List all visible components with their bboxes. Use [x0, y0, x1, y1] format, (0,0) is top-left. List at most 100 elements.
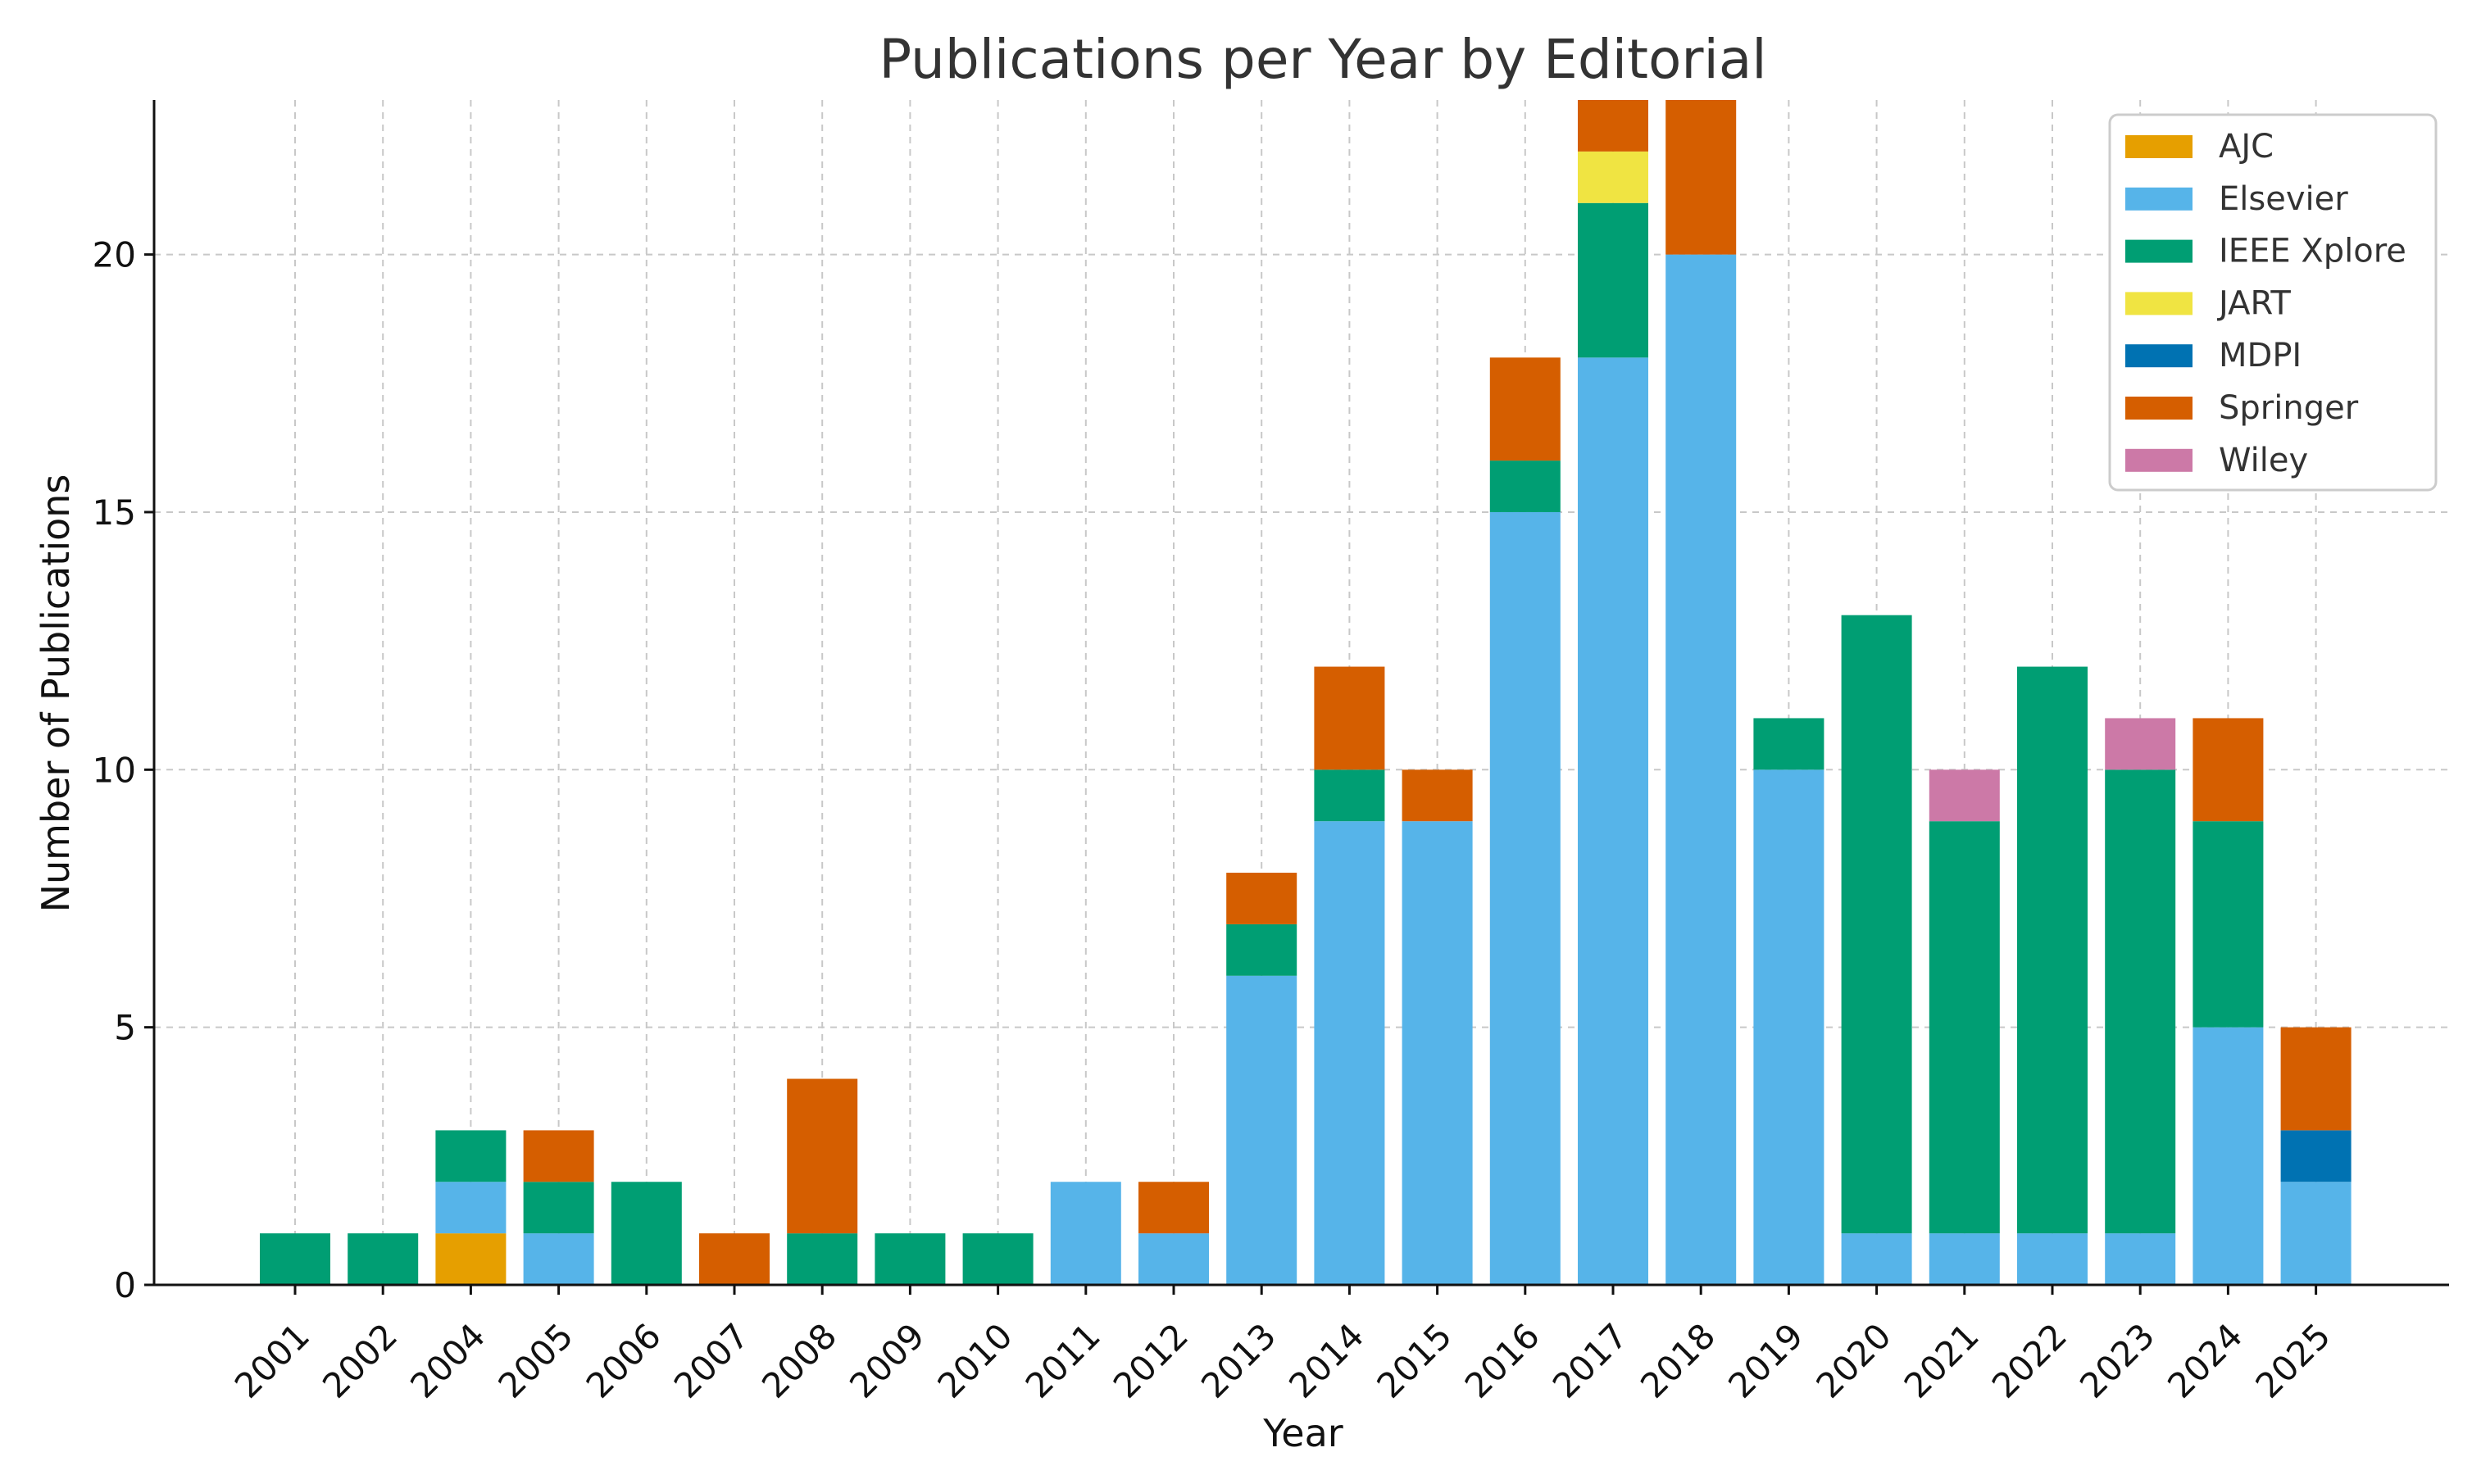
bar-2019-ieee-xplore [1753, 718, 1824, 770]
bar-2017-jart [1578, 151, 1648, 203]
x-tick-label-2020: 2020 [1808, 1315, 1898, 1405]
bar-2014-springer [1314, 666, 1385, 770]
legend-label-ajc: AJC [2219, 128, 2274, 166]
bar-2012-elsevier [1138, 1233, 1209, 1285]
bar-2017-elsevier [1578, 357, 1648, 1285]
chart-title: Publications per Year by Editorial [879, 28, 1766, 91]
bar-2005-elsevier [523, 1233, 594, 1285]
bar-2009-ieee-xplore [875, 1233, 946, 1285]
legend-swatch-jart [2125, 292, 2193, 315]
bar-2005-springer [523, 1130, 594, 1182]
bar-2023-ieee-xplore [2105, 769, 2176, 1234]
x-tick-label-2001: 2001 [227, 1315, 317, 1405]
x-tick-label-2004: 2004 [402, 1315, 493, 1405]
bar-2015-elsevier [1402, 821, 1473, 1285]
x-tick-label-2011: 2011 [1018, 1315, 1108, 1405]
legend-label-mdpi: MDPI [2219, 337, 2302, 374]
x-tick-label-2021: 2021 [1897, 1315, 1987, 1405]
y-tick-label-15: 15 [93, 492, 136, 533]
legend-swatch-springer [2125, 397, 2193, 420]
bar-2024-springer [2193, 718, 2264, 822]
bar-2024-ieee-xplore [2193, 821, 2264, 1028]
bar-2002-ieee-xplore [348, 1233, 419, 1285]
legend-label-jart: JART [2216, 284, 2291, 322]
axes-layer [152, 100, 2449, 1287]
ticks-layer: 0 5 10 15 20 20012002200420052006200720082009… [93, 235, 2338, 1406]
legend-swatch-elsevier [2125, 187, 2193, 211]
x-tick-label-2010: 2010 [929, 1315, 1020, 1405]
bar-2008-springer [787, 1078, 858, 1234]
bar-2018-springer [1665, 100, 1737, 255]
bar-2023-wiley [2105, 718, 2176, 770]
legend-swatch-wiley [2125, 448, 2193, 472]
bar-2014-elsevier [1314, 821, 1385, 1285]
bar-2013-ieee-xplore [1226, 924, 1297, 976]
bar-2017-ieee-xplore [1578, 202, 1648, 358]
bar-2015-springer [1402, 769, 1473, 822]
x-tick-label-2012: 2012 [1106, 1315, 1196, 1405]
x-tick-label-2025: 2025 [2247, 1315, 2338, 1405]
y-tick-label-5: 5 [114, 1008, 136, 1048]
x-tick-label-2024: 2024 [2160, 1315, 2250, 1405]
x-tick-label-2014: 2014 [1281, 1315, 1371, 1405]
x-tick-label-2015: 2015 [1369, 1315, 1459, 1405]
bar-2013-elsevier [1226, 975, 1297, 1285]
x-tick-label-2016: 2016 [1457, 1315, 1547, 1405]
x-tick-label-2023: 2023 [2072, 1315, 2162, 1405]
bar-2025-springer [2280, 1027, 2352, 1131]
bar-2020-elsevier [1841, 1233, 1912, 1285]
legend-swatch-ieee-xplore [2125, 239, 2193, 263]
bar-2021-ieee-xplore [1929, 821, 2000, 1234]
x-tick-label-2007: 2007 [666, 1315, 757, 1405]
x-tick-label-2013: 2013 [1193, 1315, 1284, 1405]
y-tick-label-0: 0 [114, 1265, 136, 1305]
x-tick-label-2019: 2019 [1720, 1315, 1811, 1405]
bar-2025-elsevier [2280, 1182, 2352, 1285]
y-tick-label-20: 20 [93, 235, 136, 275]
bar-2001-ieee-xplore [260, 1233, 330, 1285]
bar-2021-elsevier [1929, 1233, 2000, 1285]
x-tick-label-2009: 2009 [842, 1315, 932, 1405]
legend-label-ieee-xplore: IEEE Xplore [2219, 233, 2406, 270]
grid-layer [154, 100, 2449, 1286]
bar-2007-springer [699, 1233, 770, 1285]
bar-2008-ieee-xplore [787, 1233, 858, 1285]
bar-2013-springer [1226, 873, 1297, 924]
legend-label-springer: Springer [2219, 389, 2359, 427]
bar-2016-elsevier [1489, 511, 1561, 1285]
bar-2011-elsevier [1050, 1182, 1121, 1285]
bar-2016-ieee-xplore [1489, 461, 1561, 512]
x-tick-label-2018: 2018 [1633, 1315, 1723, 1405]
bar-2024-elsevier [2193, 1027, 2264, 1285]
bar-2025-mdpi [2280, 1130, 2352, 1182]
bar-2014-ieee-xplore [1314, 769, 1385, 822]
bar-2004-ieee-xplore [435, 1130, 507, 1182]
x-tick-label-2006: 2006 [579, 1315, 669, 1405]
bar-2023-elsevier [2105, 1233, 2176, 1285]
x-tick-label-2002: 2002 [315, 1315, 405, 1405]
bar-2021-wiley [1929, 769, 2000, 822]
bar-2010-ieee-xplore [962, 1233, 1034, 1285]
x-axis-label: Year [1262, 1411, 1343, 1455]
y-tick-label-10: 10 [93, 750, 136, 790]
bar-2017-springer [1578, 100, 1648, 152]
x-tick-label-2008: 2008 [754, 1315, 844, 1405]
legend-label-elsevier: Elsevier [2219, 180, 2348, 218]
legend-swatch-ajc [2125, 135, 2193, 158]
bar-2022-ieee-xplore [2017, 666, 2088, 1234]
bars-layer [260, 100, 2352, 1286]
legend-swatch-mdpi [2125, 344, 2193, 368]
bar-2018-elsevier [1665, 254, 1737, 1286]
bar-2022-elsevier [2017, 1233, 2088, 1285]
x-tick-label-2017: 2017 [1545, 1315, 1635, 1405]
bar-2005-ieee-xplore [523, 1182, 594, 1234]
bar-2019-elsevier [1753, 769, 1824, 1285]
legend: AJC Elsevier IEEE Xplore JART MDPI Springer Wi… [2108, 113, 2438, 492]
x-tick-label-2022: 2022 [1984, 1315, 2074, 1405]
bar-2012-springer [1138, 1182, 1209, 1234]
bar-2020-ieee-xplore [1841, 615, 1912, 1234]
bar-2006-ieee-xplore [611, 1182, 682, 1285]
bar-2004-ajc [435, 1233, 507, 1285]
y-axis-label: Number of Publications [34, 474, 78, 913]
